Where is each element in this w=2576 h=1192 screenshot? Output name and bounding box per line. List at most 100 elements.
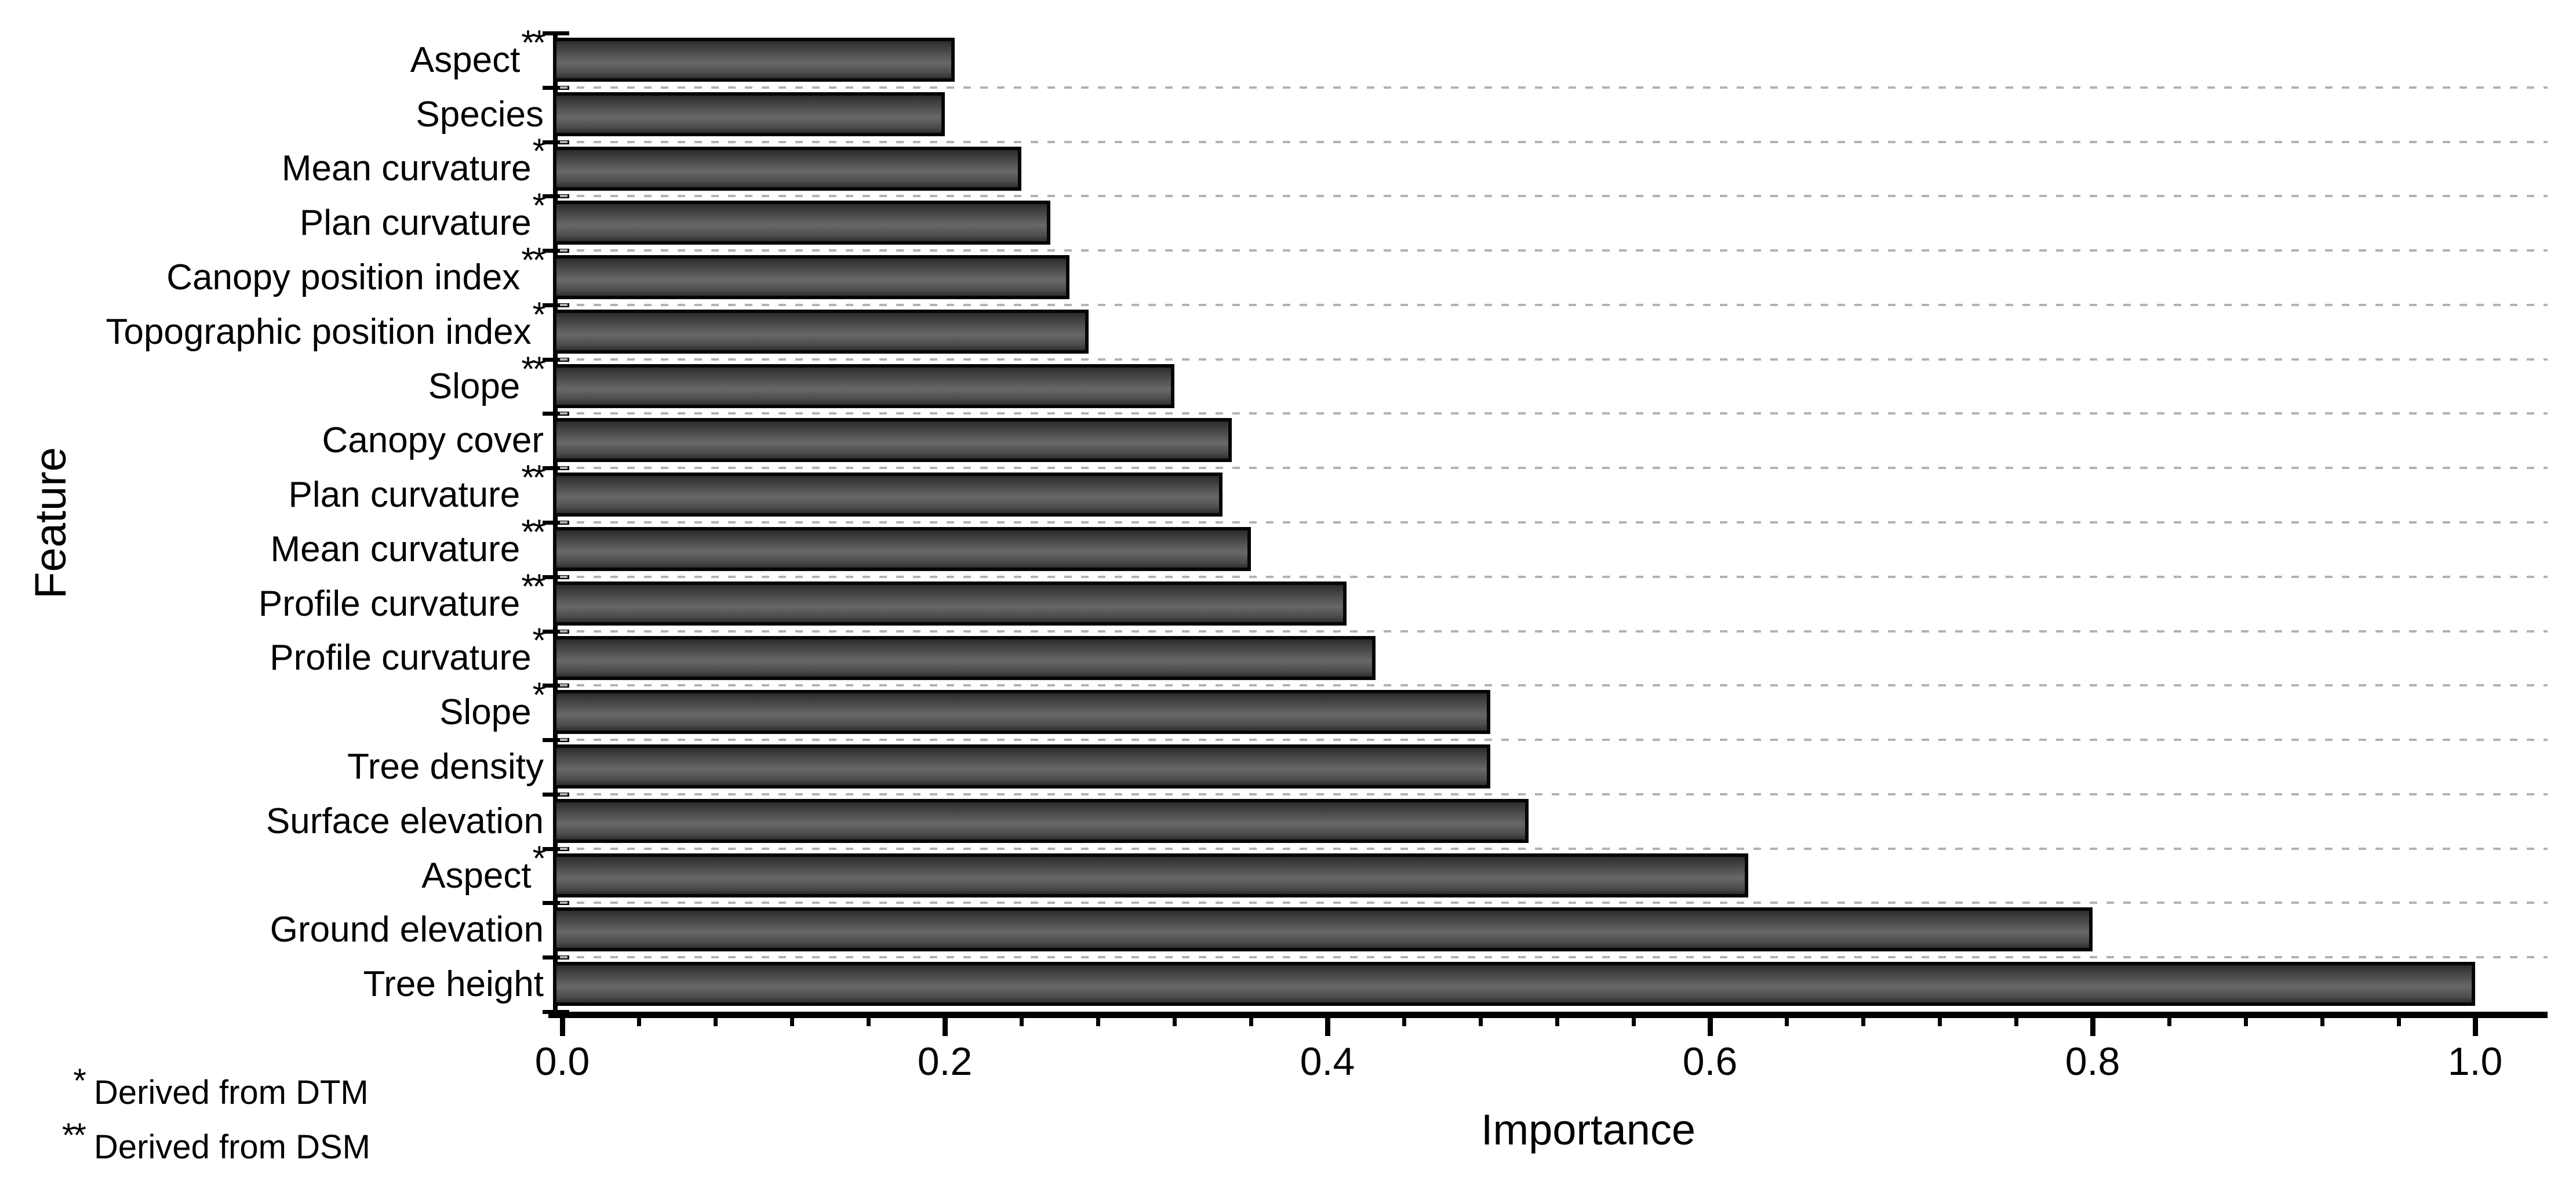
bar-canopy-cover xyxy=(553,418,1232,463)
category-label: Slope * xyxy=(439,675,546,733)
x-tick-label: 0.6 xyxy=(1682,1040,1738,1084)
y-axis-tick xyxy=(543,303,569,307)
x-tick-label: 0.4 xyxy=(1300,1040,1355,1084)
category-gridline xyxy=(560,847,2548,850)
x-tick-label: 0.8 xyxy=(2065,1040,2120,1084)
category-label-text: Surface elevation xyxy=(265,801,544,841)
category-label: Ground elevation xyxy=(0,903,544,957)
bar-slope-1ast xyxy=(553,690,1490,735)
x-tick-label: 1.0 xyxy=(2447,1040,2503,1084)
category-gridline xyxy=(560,467,2548,470)
footnote-dtm-asterisk: * xyxy=(73,1062,86,1100)
x-axis-line xyxy=(548,1012,2548,1018)
category-gridline xyxy=(560,630,2548,633)
category-gridline xyxy=(560,902,2548,904)
category-label: Tree height xyxy=(0,957,544,1012)
category-label-text: Topographic position index xyxy=(105,311,532,352)
category-label-text: Profile curvature xyxy=(258,583,521,624)
category-gridline xyxy=(560,140,2548,143)
y-axis-tick xyxy=(543,846,569,851)
footnote-dtm-text: Derived from DTM xyxy=(94,1074,369,1111)
y-axis-tick xyxy=(543,955,569,960)
bar-aspect-1ast xyxy=(553,853,1748,897)
x-axis-minor-tick xyxy=(1479,1012,1483,1026)
y-axis-tick xyxy=(543,684,569,688)
x-tick-label: 0.2 xyxy=(917,1040,973,1084)
footnote-dsm-asterisk: ** xyxy=(61,1117,86,1154)
category-gridline xyxy=(560,956,2548,959)
category-label-text: Aspect xyxy=(421,855,532,896)
x-axis-major-tick xyxy=(943,1012,948,1036)
category-gridline xyxy=(560,412,2548,415)
category-gridline xyxy=(560,358,2548,361)
x-axis-major-tick xyxy=(1708,1012,1713,1036)
category-label-text: Plan curvature xyxy=(299,203,532,244)
category-label: Mean curvature ** xyxy=(270,512,546,569)
category-gridline xyxy=(560,684,2548,687)
bar-ground-elevation xyxy=(553,907,2093,952)
bar-species xyxy=(553,92,945,136)
category-label-text: Canopy position index xyxy=(166,257,521,297)
x-axis-minor-tick xyxy=(790,1012,794,1026)
category-label-text: Tree density xyxy=(347,746,544,787)
category-label-text: Slope xyxy=(428,366,521,406)
category-label: Species xyxy=(0,88,544,142)
category-label: Profile curvature * xyxy=(270,621,546,678)
bar-mean-curvature-2ast xyxy=(553,527,1251,571)
x-axis-minor-tick xyxy=(2167,1012,2171,1026)
x-axis-major-tick xyxy=(560,1012,565,1036)
x-axis-minor-tick xyxy=(1632,1012,1636,1026)
x-axis-minor-tick xyxy=(714,1012,718,1026)
x-axis-minor-tick xyxy=(2397,1012,2401,1026)
x-axis-minor-tick xyxy=(1249,1012,1253,1026)
bar-slope-2ast xyxy=(553,364,1174,408)
bar-tree-height xyxy=(553,962,2475,1006)
x-axis-minor-tick xyxy=(1173,1012,1177,1026)
x-axis-major-tick xyxy=(1325,1012,1330,1036)
y-axis-tick xyxy=(543,792,569,797)
category-label-text: Species xyxy=(416,94,544,135)
category-label-text: Slope xyxy=(439,692,532,733)
bar-topographic-position-index-1ast xyxy=(553,309,1089,354)
category-label: Canopy cover xyxy=(0,413,544,468)
x-axis-minor-tick xyxy=(1402,1012,1406,1026)
category-label-text: Tree height xyxy=(363,964,544,1005)
y-axis-line xyxy=(553,33,558,1017)
category-label: Canopy position index ** xyxy=(166,240,546,297)
x-axis-minor-tick xyxy=(1555,1012,1559,1026)
bar-canopy-position-index-2ast xyxy=(553,255,1069,300)
category-label: Plan curvature * xyxy=(299,186,546,244)
bar-surface-elevation xyxy=(553,798,1529,843)
category-label-text: Plan curvature xyxy=(288,475,521,515)
x-axis-title: Importance xyxy=(1480,1106,1696,1154)
category-label: Slope ** xyxy=(428,349,546,406)
y-axis-tick xyxy=(543,85,569,90)
category-label-text: Profile curvature xyxy=(270,638,532,678)
x-axis-minor-tick xyxy=(2244,1012,2248,1026)
category-gridline xyxy=(560,521,2548,524)
footnotes: * Derived from DTM ** Derived from DSM xyxy=(34,1064,370,1185)
y-axis-tick xyxy=(543,194,569,199)
footnote-dtm: * Derived from DTM xyxy=(34,1064,370,1131)
bar-tree-density xyxy=(553,744,1490,789)
x-axis-minor-tick xyxy=(867,1012,871,1026)
category-gridline xyxy=(560,195,2548,198)
category-label: Mean curvature * xyxy=(281,132,546,189)
y-axis-tick xyxy=(543,629,569,634)
y-axis-tick xyxy=(543,249,569,253)
x-tick-label: 0.0 xyxy=(534,1040,590,1084)
category-label: Tree density xyxy=(0,740,544,794)
category-label: Plan curvature ** xyxy=(288,458,546,515)
y-axis-tick xyxy=(543,575,569,579)
x-axis-major-tick xyxy=(2090,1012,2095,1036)
category-gridline xyxy=(560,249,2548,252)
category-label: Aspect * xyxy=(421,838,546,896)
y-axis-tick xyxy=(543,521,569,525)
category-label-text: Mean curvature xyxy=(281,148,532,189)
category-label: Topographic position index * xyxy=(105,295,546,352)
category-label: Aspect ** xyxy=(410,23,546,80)
y-axis-tick xyxy=(543,31,569,35)
y-axis-tick xyxy=(543,738,569,743)
bar-profile-curvature-2ast xyxy=(553,581,1347,626)
